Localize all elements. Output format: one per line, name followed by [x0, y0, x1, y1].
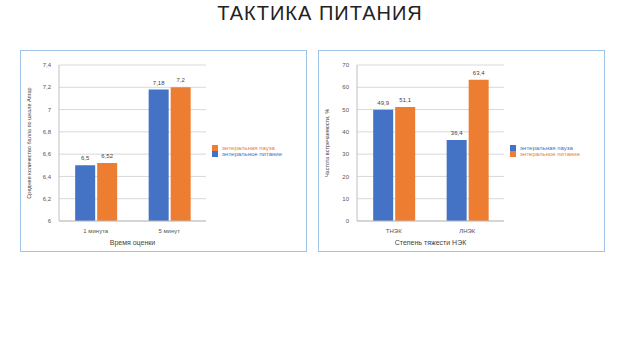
svg-text:6,5: 6,5	[81, 155, 90, 161]
svg-text:ТНЭК: ТНЭК	[386, 228, 402, 234]
svg-text:36,4: 36,4	[451, 130, 463, 136]
svg-text:0: 0	[346, 218, 350, 224]
svg-text:6,8: 6,8	[43, 129, 52, 135]
html-text:энтеральное питание: энтеральное питание	[520, 151, 580, 157]
svg-text:51,1: 51,1	[399, 97, 411, 103]
svg-text:6: 6	[48, 218, 52, 224]
svg-text:Время оценки: Время оценки	[110, 239, 156, 247]
svg-text:40: 40	[342, 129, 349, 135]
html-text:ТАКТИКА ПИТАНИЯ: ТАКТИКА ПИТАНИЯ	[217, 2, 423, 24]
svg-text:Среднее количество балла по шк: Среднее количество балла по шкале Апгар	[26, 87, 32, 198]
svg-text:7,18: 7,18	[153, 80, 165, 86]
html-text:энтеральная пауза: энтеральная пауза	[520, 144, 573, 151]
svg-text:63,4: 63,4	[473, 70, 485, 76]
svg-text:49,9: 49,9	[377, 100, 389, 106]
html-text:энтеральное питание: энтеральное питание	[222, 151, 282, 157]
svg-text:7,4: 7,4	[43, 62, 52, 68]
svg-text:Степень тяжести НЭК: Степень тяжести НЭК	[395, 239, 467, 246]
svg-text:30: 30	[342, 151, 349, 157]
svg-text:6,6: 6,6	[43, 151, 52, 157]
svg-text:ЛНЭК: ЛНЭК	[459, 228, 476, 234]
svg-text:60: 60	[342, 84, 349, 90]
svg-text:6,4: 6,4	[43, 174, 52, 180]
svg-text:5 минут: 5 минут	[158, 228, 180, 234]
svg-text:7,2: 7,2	[176, 77, 185, 83]
svg-text:10: 10	[342, 196, 349, 202]
svg-text:6,2: 6,2	[43, 196, 52, 202]
svg-text:1 минута: 1 минута	[83, 228, 108, 234]
svg-text:20: 20	[342, 174, 349, 180]
svg-text:6,52: 6,52	[101, 153, 113, 159]
svg-text:70: 70	[342, 62, 349, 68]
svg-text:7,2: 7,2	[43, 84, 52, 90]
svg-text:Частота встречаемости, %: Частота встречаемости, %	[324, 109, 330, 177]
svg-text:50: 50	[342, 107, 349, 113]
svg-text:7: 7	[48, 107, 52, 113]
html-text:энтеральная пауза: энтеральная пауза	[222, 144, 275, 151]
